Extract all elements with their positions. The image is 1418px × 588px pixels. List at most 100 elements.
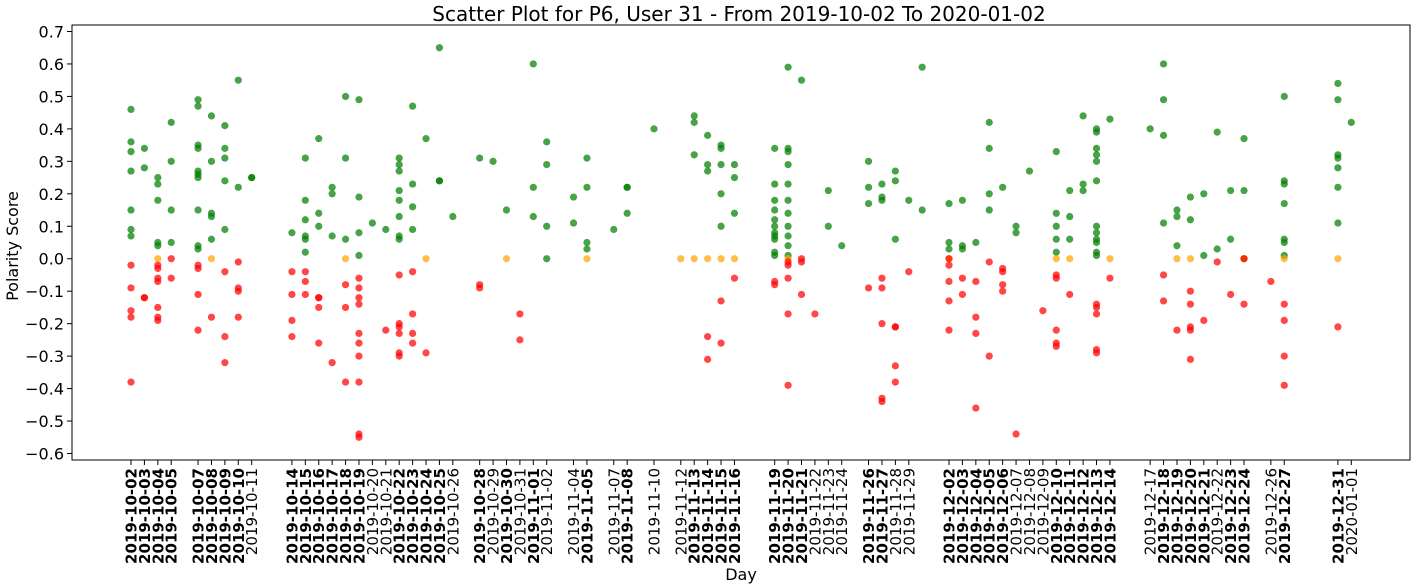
data-point-negative bbox=[395, 271, 403, 279]
x-tick-label: 2019-10-23 bbox=[404, 468, 422, 564]
data-point-positive bbox=[221, 225, 229, 234]
data-point-neutral bbox=[704, 255, 712, 263]
data-point-negative bbox=[999, 281, 1007, 289]
data-point-negative bbox=[1052, 326, 1060, 334]
data-point-positive bbox=[1334, 164, 1342, 172]
data-point-negative bbox=[972, 277, 980, 286]
data-point-positive bbox=[999, 183, 1007, 191]
x-tick-label: 2019-12-22 bbox=[1209, 468, 1227, 555]
data-point-negative bbox=[301, 290, 309, 299]
data-point-negative bbox=[355, 329, 363, 337]
x-tick-label: 2019-12-10 bbox=[1048, 468, 1066, 564]
data-point-negative bbox=[1280, 316, 1288, 325]
data-point-positive bbox=[355, 251, 363, 260]
data-point-negative bbox=[784, 310, 792, 318]
data-point-positive bbox=[704, 167, 712, 175]
data-point-negative bbox=[355, 300, 363, 308]
data-point-negative bbox=[972, 329, 980, 337]
data-point-negative bbox=[127, 284, 135, 292]
data-point-positive bbox=[1079, 186, 1087, 195]
data-point-negative bbox=[516, 310, 524, 318]
data-point-negative bbox=[1240, 255, 1248, 263]
data-point-positive bbox=[154, 196, 162, 204]
data-point-negative bbox=[1334, 323, 1342, 331]
data-points bbox=[127, 44, 1355, 441]
x-tick-label: 2019-12-07 bbox=[1008, 468, 1026, 555]
y-tick-label: −0.1 bbox=[25, 282, 64, 301]
data-point-positive bbox=[784, 242, 792, 250]
data-point-negative bbox=[1052, 342, 1060, 350]
data-point-negative bbox=[1186, 287, 1194, 295]
x-tick-label: 2019-11-23 bbox=[820, 468, 838, 555]
data-point-positive bbox=[395, 160, 403, 169]
data-point-neutral bbox=[207, 255, 216, 263]
data-point-negative bbox=[985, 352, 993, 360]
data-point-positive bbox=[717, 190, 725, 198]
data-point-positive bbox=[797, 76, 806, 84]
data-point-positive bbox=[194, 102, 202, 110]
x-tick-label: 2019-11-08 bbox=[619, 468, 637, 564]
data-point-positive bbox=[502, 206, 511, 214]
x-tick-label: 2019-12-12 bbox=[1075, 468, 1093, 564]
data-point-positive bbox=[1066, 212, 1074, 221]
data-point-positive bbox=[1025, 167, 1034, 175]
data-point-negative bbox=[355, 339, 363, 347]
data-point-negative bbox=[154, 264, 162, 273]
data-point-positive bbox=[355, 193, 363, 201]
data-point-negative bbox=[221, 333, 229, 341]
data-point-positive bbox=[717, 222, 725, 230]
data-point-neutral bbox=[1334, 255, 1342, 263]
data-point-negative bbox=[972, 404, 980, 412]
data-point-negative bbox=[1240, 300, 1248, 308]
data-point-negative bbox=[355, 433, 363, 441]
data-point-positive bbox=[784, 148, 792, 156]
data-point-positive bbox=[1106, 115, 1114, 123]
data-point-positive bbox=[864, 183, 873, 191]
data-point-negative bbox=[288, 316, 296, 325]
chart-title: Scatter Plot for P6, User 31 - From 2019… bbox=[432, 2, 1045, 26]
data-point-negative bbox=[341, 281, 350, 289]
x-tick-label: 2019-10-15 bbox=[297, 468, 315, 564]
data-point-positive bbox=[569, 219, 578, 227]
data-point-negative bbox=[945, 255, 953, 263]
data-point-negative bbox=[1173, 326, 1181, 334]
x-tick-label: 2019-10-25 bbox=[431, 468, 449, 564]
data-point-positive bbox=[569, 193, 578, 201]
data-point-positive bbox=[127, 206, 135, 214]
data-point-negative bbox=[476, 284, 484, 292]
x-tick-label: 2019-12-24 bbox=[1236, 468, 1254, 564]
data-point-positive bbox=[771, 235, 779, 243]
data-point-positive bbox=[315, 209, 323, 217]
data-point-positive bbox=[1227, 186, 1235, 195]
data-point-positive bbox=[167, 238, 175, 247]
x-tick-label: 2019-10-02 bbox=[123, 468, 141, 564]
data-point-negative bbox=[288, 290, 296, 299]
data-point-positive bbox=[784, 160, 792, 169]
data-point-positive bbox=[864, 157, 873, 165]
x-tick-label: 2020-01-01 bbox=[1343, 468, 1361, 555]
data-point-negative bbox=[355, 294, 363, 302]
x-tick-label: 2019-11-13 bbox=[686, 468, 704, 564]
data-point-negative bbox=[288, 268, 296, 276]
data-point-negative bbox=[985, 258, 993, 266]
data-point-positive bbox=[341, 154, 350, 162]
data-point-neutral bbox=[677, 255, 685, 263]
data-point-positive bbox=[1334, 219, 1342, 227]
x-tick-label: 2019-10-19 bbox=[350, 468, 368, 564]
y-tick-label: −0.3 bbox=[25, 347, 64, 366]
data-point-positive bbox=[140, 144, 149, 152]
data-point-negative bbox=[382, 326, 390, 334]
data-point-positive bbox=[945, 238, 953, 247]
data-point-negative bbox=[730, 274, 739, 282]
x-axis-ticks: 2019-10-022019-10-032019-10-042019-10-05… bbox=[123, 460, 1361, 564]
data-point-positive bbox=[167, 118, 175, 126]
data-point-negative bbox=[154, 277, 162, 286]
data-point-positive bbox=[341, 92, 350, 101]
data-point-positive bbox=[972, 238, 980, 247]
data-point-positive bbox=[1066, 235, 1074, 243]
data-point-negative bbox=[355, 352, 363, 360]
x-tick-label: 2019-11-05 bbox=[578, 468, 596, 564]
y-tick-label: 0.6 bbox=[39, 55, 64, 74]
data-point-neutral bbox=[1052, 255, 1060, 263]
data-point-negative bbox=[784, 261, 792, 269]
